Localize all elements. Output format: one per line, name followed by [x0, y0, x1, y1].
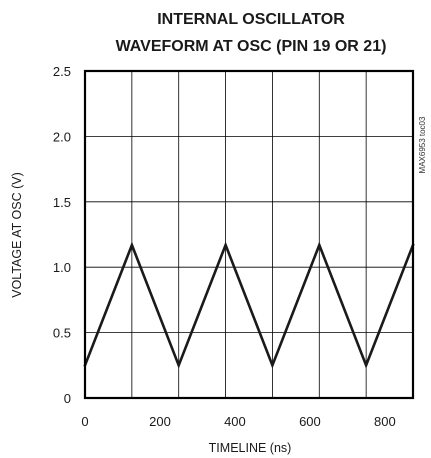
grid-lines	[85, 71, 413, 398]
x-tick-label-3: 600	[299, 414, 321, 429]
y-tick-label-1: 0.5	[53, 326, 71, 341]
chart-title-line-2: WAVEFORM AT OSC (PIN 19 OR 21)	[116, 38, 387, 55]
x-tick-labels: 0 200 400 600 800	[81, 414, 395, 429]
waveform-series	[83, 241, 415, 369]
x-tick-label-0: 0	[81, 414, 88, 429]
y-tick-labels: 0 0.5 1.0 1.5 2.0 2.5	[53, 64, 71, 406]
x-axis-label: TIMELINE (ns)	[209, 441, 292, 455]
y-tick-label-0: 0	[64, 391, 71, 406]
y-tick-label-2: 1.0	[53, 260, 71, 275]
y-tick-label-4: 2.0	[53, 129, 71, 144]
x-tick-label-2: 400	[224, 414, 246, 429]
x-tick-label-1: 200	[149, 414, 171, 429]
series-line-0	[83, 241, 415, 369]
figure-id-annotation: MAX6953 toc03	[418, 116, 427, 173]
plot-frame	[83, 69, 415, 400]
y-tick-label-5: 2.5	[53, 64, 71, 79]
y-tick-label-3: 1.5	[53, 195, 71, 210]
x-tick-label-4: 800	[374, 414, 396, 429]
chart-title-line-1: INTERNAL OSCILLATOR	[157, 11, 345, 28]
y-axis-label: VOLTAGE AT OSC (V)	[10, 172, 24, 298]
